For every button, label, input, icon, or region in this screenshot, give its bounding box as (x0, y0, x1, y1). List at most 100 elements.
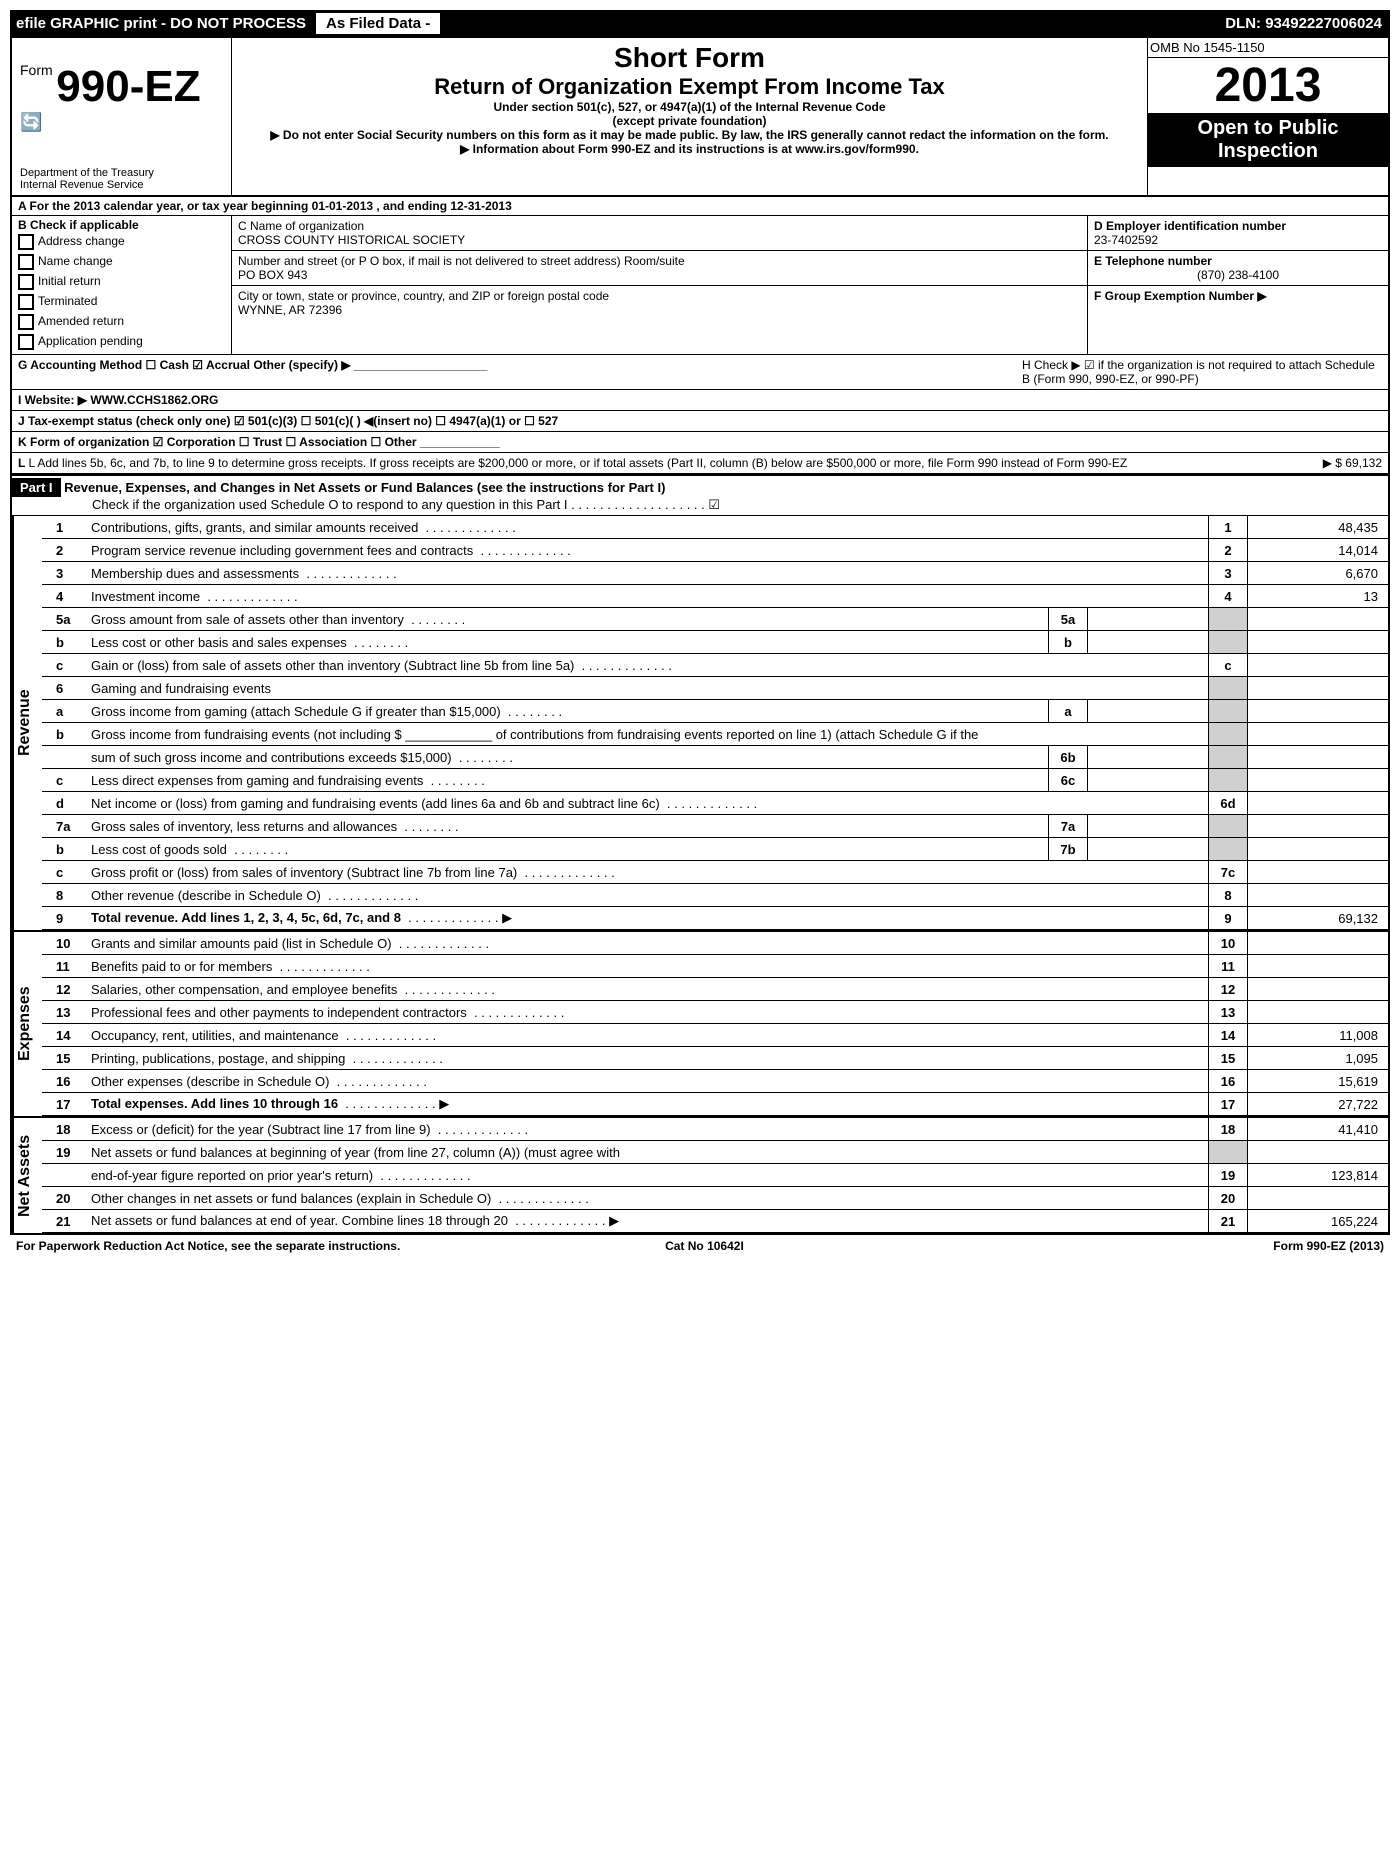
line-6a: aGross income from gaming (attach Schedu… (42, 700, 1388, 723)
ein-value: 23-7402592 (1094, 233, 1158, 247)
checkbox-item: Amended return (18, 312, 225, 332)
l-amount: ▶ $ 69,132 (1222, 456, 1382, 470)
line-20: 20Other changes in net assets or fund ba… (42, 1187, 1388, 1210)
line-7c: cGross profit or (loss) from sales of in… (42, 861, 1388, 884)
line-6c: cLess direct expenses from gaming and fu… (42, 769, 1388, 792)
row-l: L L Add lines 5b, 6c, and 7b, to line 9 … (12, 453, 1388, 474)
top-bar: efile GRAPHIC print - DO NOT PROCESS As … (10, 10, 1390, 36)
netassets-vlabel: Net Assets (12, 1118, 42, 1233)
line-7b: bLess cost of goods sold . . . . . . . .… (42, 838, 1388, 861)
section-def: D Employer identification number 23-7402… (1088, 216, 1388, 354)
section-b-label: B Check if applicable (18, 218, 139, 232)
city-value: WYNNE, AR 72396 (238, 303, 342, 317)
footer-mid: Cat No 10642I (665, 1239, 744, 1253)
row-gh: G Accounting Method ☐ Cash ☑ Accrual Oth… (12, 355, 1388, 390)
line-1: 1Contributions, gifts, grants, and simil… (42, 516, 1388, 539)
line-13: 13Professional fees and other payments t… (42, 1001, 1388, 1024)
line-15: 15Printing, publications, postage, and s… (42, 1047, 1388, 1070)
line-10: 10Grants and similar amounts paid (list … (42, 932, 1388, 955)
footer-right: Form 990-EZ (2013) (1273, 1239, 1384, 1253)
part-i-label: Part I (12, 478, 61, 497)
line-6: 6Gaming and fundraising events (42, 677, 1388, 700)
expenses-vlabel: Expenses (12, 932, 42, 1116)
part-i-header: Part I Revenue, Expenses, and Changes in… (12, 474, 1388, 516)
dln-label: DLN: 93492227006024 (1217, 13, 1390, 34)
checkbox-item: Application pending (18, 332, 225, 352)
line-8: 8Other revenue (describe in Schedule O) … (42, 884, 1388, 907)
city-label: City or town, state or province, country… (238, 289, 609, 303)
line-19b: end-of-year figure reported on prior yea… (42, 1164, 1388, 1187)
schedule-b-check: H Check ▶ ☑ if the organization is not r… (1022, 358, 1382, 386)
line-5c: cGain or (loss) from sale of assets othe… (42, 654, 1388, 677)
form-prefix: Form (20, 62, 53, 78)
phone-value: (870) 238-4100 (1094, 268, 1382, 282)
line-17: 17Total expenses. Add lines 10 through 1… (42, 1093, 1388, 1116)
line-6b2: sum of such gross income and contributio… (42, 746, 1388, 769)
line-16: 16Other expenses (describe in Schedule O… (42, 1070, 1388, 1093)
line-18: 18Excess or (deficit) for the year (Subt… (42, 1118, 1388, 1141)
open-public: Open to Public Inspection (1148, 113, 1388, 167)
line-4: 4Investment income . . . . . . . . . . .… (42, 585, 1388, 608)
ssn-warning: ▶ Do not enter Social Security numbers o… (240, 128, 1139, 142)
line-19a: 19Net assets or fund balances at beginni… (42, 1141, 1388, 1164)
line-6d: dNet income or (loss) from gaming and fu… (42, 792, 1388, 815)
efile-label: efile GRAPHIC print - DO NOT PROCESS (10, 13, 312, 34)
form-container: Form 990-EZ 🔄 Department of the Treasury… (10, 36, 1390, 1235)
revenue-vlabel: Revenue (12, 516, 42, 930)
line-14: 14Occupancy, rent, utilities, and mainte… (42, 1024, 1388, 1047)
line-2: 2Program service revenue including gover… (42, 539, 1388, 562)
footer-left: For Paperwork Reduction Act Notice, see … (16, 1239, 400, 1253)
section-c: C Name of organization CROSS COUNTY HIST… (232, 216, 1088, 354)
row-k: K Form of organization ☑ Corporation ☐ T… (12, 432, 1388, 453)
part-i-sub: Check if the organization used Schedule … (12, 497, 720, 512)
line-7a: 7aGross sales of inventory, less returns… (42, 815, 1388, 838)
tax-exempt-status: J Tax-exempt status (check only one) ☑ 5… (18, 414, 558, 428)
website: I Website: ▶ WWW.CCHS1862.ORG (18, 393, 218, 407)
form-of-org: K Form of organization ☑ Corporation ☐ T… (18, 435, 500, 449)
street-label: Number and street (or P O box, if mail i… (238, 254, 685, 268)
line-11: 11Benefits paid to or for members . . . … (42, 955, 1388, 978)
as-filed-label: As Filed Data - (316, 13, 440, 34)
line-5b: bLess cost or other basis and sales expe… (42, 631, 1388, 654)
info-link: ▶ Information about Form 990-EZ and its … (240, 142, 1139, 156)
open-line2: Inspection (1218, 140, 1318, 162)
checkbox-item: Initial return (18, 272, 225, 292)
checkbox-item: Name change (18, 252, 225, 272)
row-a-tax-year: A For the 2013 calendar year, or tax yea… (12, 197, 1388, 216)
footer: For Paperwork Reduction Act Notice, see … (10, 1235, 1390, 1257)
line-3: 3Membership dues and assessments . . . .… (42, 562, 1388, 585)
form-number: 990-EZ (56, 62, 200, 111)
part-i-title: Revenue, Expenses, and Changes in Net As… (64, 480, 665, 495)
line-21: 21Net assets or fund balances at end of … (42, 1210, 1388, 1233)
checkbox-item: Address change (18, 232, 225, 252)
title-cell: Short Form Return of Organization Exempt… (232, 38, 1148, 195)
line-6b1: bGross income from fundraising events (n… (42, 723, 1388, 746)
f-label: F Group Exemption Number ▶ (1094, 289, 1267, 303)
dept-treasury: Department of the Treasury (20, 167, 223, 179)
main-title: Return of Organization Exempt From Incom… (240, 74, 1139, 100)
org-name: CROSS COUNTY HISTORICAL SOCIETY (238, 233, 465, 247)
form-number-cell: Form 990-EZ 🔄 Department of the Treasury… (12, 38, 232, 195)
street-value: PO BOX 943 (238, 268, 307, 282)
d-label: D Employer identification number (1094, 219, 1286, 233)
row-j: J Tax-exempt status (check only one) ☑ 5… (12, 411, 1388, 432)
open-line1: Open to Public (1197, 117, 1338, 139)
subtitle-2: (except private foundation) (240, 114, 1139, 128)
omb-number: OMB No 1545-1150 (1148, 38, 1388, 58)
line-12: 12Salaries, other compensation, and empl… (42, 978, 1388, 1001)
netassets-block: Net Assets 18Excess or (deficit) for the… (12, 1116, 1388, 1233)
e-label: E Telephone number (1094, 254, 1212, 268)
year-cell: OMB No 1545-1150 2013 Open to Public Ins… (1148, 38, 1388, 195)
c-label: C Name of organization (238, 219, 364, 233)
header-block: Form 990-EZ 🔄 Department of the Treasury… (12, 38, 1388, 197)
checkbox-item: Terminated (18, 292, 225, 312)
dept-irs: Internal Revenue Service (20, 179, 223, 191)
line-5a: 5aGross amount from sale of assets other… (42, 608, 1388, 631)
l-text: L Add lines 5b, 6c, and 7b, to line 9 to… (28, 456, 1127, 470)
subtitle-1: Under section 501(c), 527, or 4947(a)(1)… (240, 100, 1139, 114)
accounting-method: G Accounting Method ☐ Cash ☑ Accrual Oth… (18, 358, 487, 372)
revenue-block: Revenue 1Contributions, gifts, grants, a… (12, 516, 1388, 930)
expenses-block: Expenses 10Grants and similar amounts pa… (12, 930, 1388, 1116)
row-i: I Website: ▶ WWW.CCHS1862.ORG (12, 390, 1388, 411)
short-form-label: Short Form (240, 42, 1139, 74)
